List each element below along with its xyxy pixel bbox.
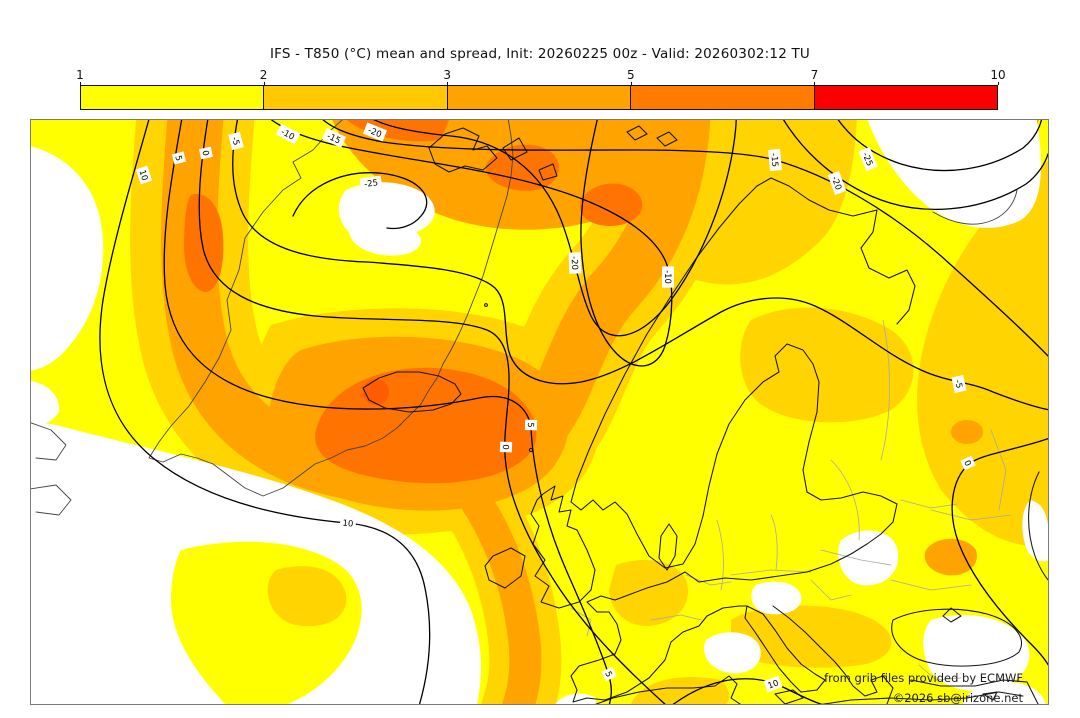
contour-label: -10 xyxy=(662,266,674,288)
contour-label: -20 xyxy=(827,170,847,196)
contour-label: 5 xyxy=(601,666,617,682)
contour-line xyxy=(198,120,666,704)
contour-label: -20 xyxy=(362,122,388,142)
coastlines xyxy=(362,125,1048,704)
country-borders xyxy=(570,319,1012,681)
contour-line xyxy=(322,120,1048,357)
svg-text:5: 5 xyxy=(602,670,613,679)
contour-label: 0 xyxy=(199,146,213,160)
svg-text:-15: -15 xyxy=(768,153,779,168)
spread-colorbar: 1 2 3 5 7 10 xyxy=(76,68,1006,110)
contour-label: -5 xyxy=(228,131,244,151)
svg-text:0: 0 xyxy=(500,444,510,450)
map-credits: from grib files provided by ECMWF ©2026 … xyxy=(824,671,1023,704)
contour-label: -15 xyxy=(768,148,782,172)
colorbar-segment xyxy=(814,86,998,109)
colorbar-bar xyxy=(80,85,998,110)
contour-label: 0 xyxy=(500,441,513,453)
svg-text:-20: -20 xyxy=(366,126,383,140)
svg-text:5: 5 xyxy=(525,422,535,428)
colorbar-tick-label: 10 xyxy=(990,68,1006,82)
contour-label: -5 xyxy=(951,375,967,393)
colorbar-segment xyxy=(447,86,632,109)
contour-line xyxy=(951,437,1048,666)
svg-text:10: 10 xyxy=(137,169,150,182)
colorbar-segment xyxy=(631,86,815,109)
contour-label: 5 xyxy=(525,419,538,431)
contour-label: 10 xyxy=(339,516,357,530)
svg-text:0: 0 xyxy=(961,459,972,468)
contour-line xyxy=(292,172,428,230)
colorbar-segment xyxy=(81,86,265,109)
contour-label: 10 xyxy=(763,675,783,693)
contour-label: 5 xyxy=(171,151,187,165)
svg-text:10: 10 xyxy=(767,678,781,691)
svg-text:5: 5 xyxy=(172,154,183,162)
svg-text:0: 0 xyxy=(199,150,210,157)
colorbar-tick-label: 1 xyxy=(76,68,84,82)
colorbar-tick-label: 5 xyxy=(626,68,635,82)
chart-title: IFS - T850 (°C) mean and spread, Init: 2… xyxy=(269,46,811,62)
svg-text:-25: -25 xyxy=(364,178,379,190)
spread-fill-layer xyxy=(31,120,1048,704)
svg-text:-20: -20 xyxy=(829,175,843,191)
contour-line xyxy=(232,120,1048,411)
colorbar-tick-label: 3 xyxy=(443,68,452,82)
contour-line xyxy=(782,120,1048,210)
svg-text:10: 10 xyxy=(342,519,354,530)
svg-text:-20: -20 xyxy=(569,256,579,270)
credit-line-2: ©2026 sb@irizone.net xyxy=(893,691,1024,704)
contour-line xyxy=(837,120,1043,172)
contour-label: 0 xyxy=(960,455,976,471)
credit-line-1: from grib files provided by ECMWF xyxy=(824,671,1023,685)
svg-text:-10: -10 xyxy=(662,270,672,284)
contour-label: -25 xyxy=(858,146,878,172)
colorbar-segment xyxy=(264,86,448,109)
colorbar-tick-label: 2 xyxy=(259,68,268,82)
colorbar-ticks xyxy=(80,82,999,85)
contour-line xyxy=(373,120,737,337)
svg-text:-5: -5 xyxy=(952,379,964,389)
contour-label: -25 xyxy=(359,175,383,191)
map-frame: 10 5 0 -5 -10 -15 -20 -25 -20 -10 -15 -20 -25 -5 0 5 0 10… xyxy=(30,119,1049,705)
svg-text:-25: -25 xyxy=(860,151,874,168)
contour-line xyxy=(99,120,431,704)
contour-layer xyxy=(99,120,1048,704)
contour-label: 10 xyxy=(135,165,153,185)
colorbar-labels: 1 2 3 5 7 10 xyxy=(76,68,1005,82)
svg-text:-5: -5 xyxy=(229,136,241,147)
colorbar-tick-label: 7 xyxy=(810,68,819,82)
contour-label: -20 xyxy=(568,252,582,274)
